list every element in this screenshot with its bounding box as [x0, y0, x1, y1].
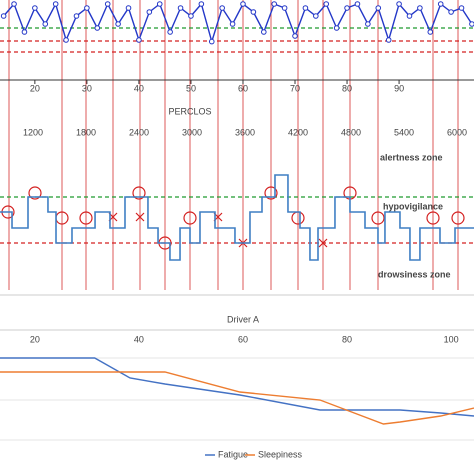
- x-axis-label: PERCLOS: [168, 106, 211, 116]
- data-point: [365, 21, 371, 27]
- data-point: [250, 9, 257, 15]
- data-point: [188, 13, 194, 19]
- x-tick-label: 4200: [288, 127, 308, 137]
- x-tick-label: 40: [134, 334, 144, 344]
- chart-title: Driver A: [227, 314, 259, 324]
- data-point: [417, 5, 423, 11]
- data-point: [136, 37, 142, 43]
- data-point: [104, 1, 111, 7]
- legend-label: Sleepiness: [258, 449, 303, 459]
- data-point: [344, 5, 350, 11]
- x-tick-label: 5400: [394, 127, 414, 137]
- x-tick-label: 6000: [447, 127, 467, 137]
- data-point: [281, 5, 288, 11]
- data-point: [271, 1, 278, 7]
- data-point: [21, 29, 28, 35]
- thresholds: [0, 27, 474, 244]
- data-point: [198, 1, 205, 7]
- x-tick-label: 30: [82, 83, 92, 93]
- data-point: [73, 13, 80, 19]
- data-line: [3, 2, 473, 45]
- x-tick-label: 1800: [76, 127, 96, 137]
- x-tick-label: 1200: [23, 127, 43, 137]
- data-point: [354, 1, 361, 7]
- x-tick-label: 20: [30, 83, 40, 93]
- data-point: [260, 29, 267, 35]
- x-tick-label: 50: [186, 83, 196, 93]
- data-point: [427, 29, 434, 35]
- data-line: [0, 357, 474, 417]
- data-point: [292, 33, 298, 39]
- data-point: [156, 1, 163, 7]
- data-point: [52, 1, 59, 7]
- data-point: [32, 5, 38, 11]
- data-point: [469, 21, 474, 27]
- data-point: [63, 37, 69, 43]
- zone-label: hypovigilance: [383, 201, 443, 211]
- data-point: [437, 1, 444, 7]
- data-line: [0, 174, 474, 261]
- data-point: [229, 21, 236, 27]
- x-tick-label: 20: [30, 334, 40, 344]
- x-tick-label: 4800: [341, 127, 361, 137]
- x-tick-label: 2400: [129, 127, 149, 137]
- data-point: [0, 13, 7, 19]
- data-point: [146, 9, 153, 15]
- data-point: [406, 13, 413, 19]
- x-tick-label: 80: [342, 334, 352, 344]
- data-point: [385, 37, 392, 43]
- data-point: [167, 29, 173, 35]
- data-point: [42, 21, 49, 27]
- data-point: [11, 1, 17, 7]
- grid: [0, 357, 474, 441]
- x-tick-label: 80: [342, 83, 352, 93]
- data-point: [375, 5, 382, 11]
- data-point: [448, 9, 454, 15]
- data-point: [458, 5, 465, 11]
- x-tick-label: 3600: [235, 127, 255, 137]
- x-tick-label: 100: [444, 334, 459, 344]
- data-point: [219, 5, 225, 11]
- data-point: [125, 5, 132, 11]
- data-point: [323, 1, 330, 7]
- zone-label: alertness zone: [380, 152, 443, 162]
- x-tick-label: 40: [134, 83, 144, 93]
- zone-label: drowsiness zone: [378, 269, 451, 279]
- data-point: [115, 21, 121, 27]
- legend-label: Fatigue: [218, 449, 248, 459]
- x-tick-label: 90: [394, 83, 404, 93]
- data-point: [333, 25, 340, 31]
- data-point: [240, 1, 246, 7]
- x-tick-label: 70: [290, 83, 300, 93]
- data-point: [313, 13, 319, 19]
- event-lines: [8, 0, 459, 290]
- data-point: [84, 5, 90, 11]
- x-tick-label: 60: [238, 83, 248, 93]
- x-tick-label: 60: [238, 334, 248, 344]
- data-point: [177, 5, 184, 11]
- data-point: [208, 38, 215, 45]
- x-tick-label: 3000: [182, 127, 202, 137]
- data-point: [94, 25, 101, 31]
- data-point: [302, 5, 309, 11]
- data-point: [396, 1, 402, 7]
- data-line: [0, 371, 474, 425]
